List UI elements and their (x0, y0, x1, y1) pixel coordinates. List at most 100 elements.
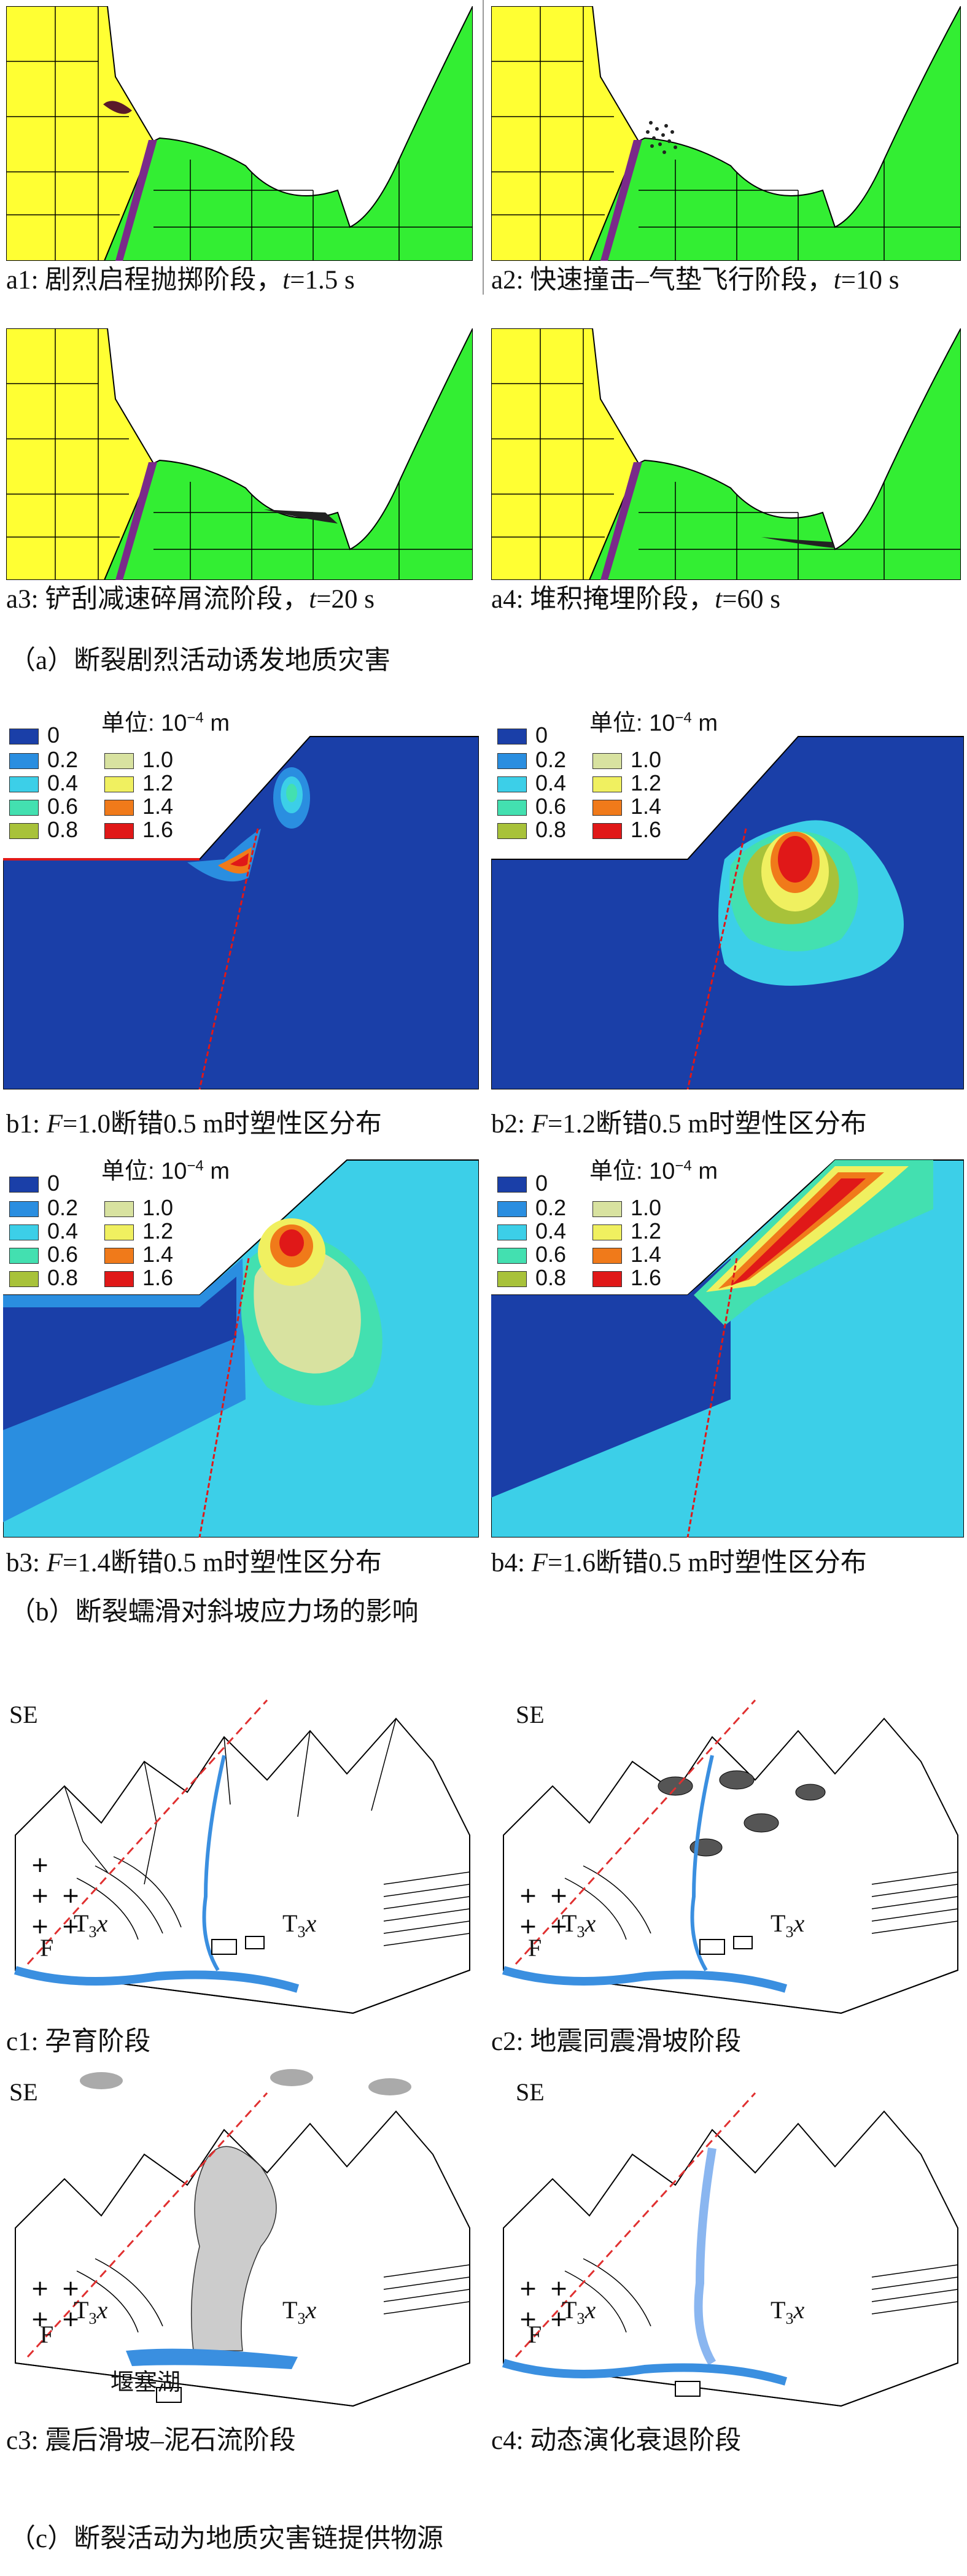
caption-a3-t: t (309, 585, 317, 614)
legend-swatch (9, 776, 39, 793)
legend-item: 0.4 (497, 1220, 566, 1242)
caption-b2-pre: b2: (491, 1110, 532, 1139)
strata-label-c3: T3x (74, 2296, 107, 2328)
legend-swatch (104, 776, 134, 793)
legend-swatch (592, 800, 622, 816)
caption-b1-F: F (46, 1110, 63, 1139)
panel-b2-contour (491, 706, 964, 1089)
caption-b4-F: F (531, 1549, 548, 1577)
legend-label: 1.0 (631, 747, 662, 772)
svg-text:+: + (519, 1883, 537, 1908)
strata-sub: 3 (88, 1923, 97, 1941)
legend-label: 1.0 (142, 1195, 174, 1220)
strata-label-c3b: T3x (282, 2296, 316, 2328)
legend-swatch (104, 1248, 134, 1264)
legend-swatch (497, 1177, 527, 1193)
caption-b2-F: F (531, 1110, 548, 1139)
legend-label: 1.2 (142, 770, 174, 795)
legend-item: 0.6 (497, 1244, 566, 1266)
legend-item: 0.4 (9, 1220, 78, 1242)
legend-swatch (9, 1201, 39, 1218)
legend-b4: 单位: 10−4 m 0 0.2 0.4 0.6 0.8 1.0 1.2 1.4… (497, 1159, 718, 1300)
caption-c4: c4: 动态演化衰退阶段 (491, 2426, 742, 2455)
legend-label: 1.0 (631, 1195, 662, 1220)
legend-label: 0.4 (47, 1218, 79, 1244)
legend-swatch (104, 823, 134, 840)
strata-t: T (562, 1909, 577, 1937)
legend-item: 1.4 (104, 795, 173, 818)
legend-unit: 单位: 10−4 m (589, 711, 718, 735)
strata-t: T (562, 2296, 577, 2324)
caption-b3: b3: F=1.4断错0.5 m时塑性区分布 (6, 1550, 382, 1576)
fault-label-c2: F (528, 1934, 542, 1962)
panel-c3-block-diagram: + + + + (3, 2062, 482, 2418)
caption-b3-F: F (46, 1549, 63, 1577)
legend-item: 0 (9, 724, 60, 746)
legend-item: 1.0 (592, 749, 661, 771)
legend-item: 0.6 (9, 1244, 78, 1266)
unit-label: 单位: 10 (589, 710, 675, 737)
svg-text:+: + (31, 2307, 49, 2332)
caption-b1-pre: b1: (6, 1110, 47, 1139)
strata-t: T (771, 2296, 786, 2324)
direction-label-c4: SE (516, 2078, 545, 2106)
legend-item: 0.4 (497, 772, 566, 794)
legend-swatch (9, 1224, 39, 1241)
strata-x: x (793, 1909, 805, 1937)
legend-label: 0.2 (47, 1195, 79, 1220)
legend-label: 1.2 (142, 1218, 174, 1244)
legend-swatch (104, 800, 134, 816)
svg-text:+: + (550, 2276, 568, 2301)
legend-item: 0.8 (9, 1267, 78, 1289)
strata-t: T (771, 1909, 786, 1937)
legend-item: 0.8 (497, 1267, 566, 1289)
legend-item: 0 (497, 724, 548, 746)
unit-exp: −4 (675, 710, 692, 726)
panel-b3-contour (3, 1154, 479, 1537)
strata-sub: 3 (88, 2310, 97, 2327)
legend-label: 1.6 (631, 817, 662, 842)
unit-label: 单位: 10 (589, 1158, 675, 1185)
legend-swatch (497, 753, 527, 770)
unit-suffix: m (691, 710, 718, 737)
direction-label-c3: SE (9, 2078, 38, 2106)
caption-a3: a3: 铲刮减速碎屑流阶段，t=20 s (6, 586, 375, 613)
legend-label: 0 (535, 1170, 548, 1196)
fault-label-c1: F (40, 1934, 54, 1962)
legend-label: 0 (47, 1170, 60, 1196)
caption-c1: c1: 孕育阶段 (6, 2027, 151, 2056)
legend-item: 1.4 (104, 1244, 173, 1266)
legend-item: 1.4 (592, 795, 661, 818)
legend-item: 1.6 (104, 819, 173, 841)
caption-a3-pre: a3: 铲刮减速碎屑流阶段， (6, 585, 309, 614)
caption-b4: b4: F=1.6断错0.5 m时塑性区分布 (491, 1550, 867, 1576)
svg-text:+: + (31, 1852, 49, 1878)
panel-b1-contour (3, 706, 479, 1089)
panel-a3-slope (6, 328, 473, 580)
svg-text:+: + (519, 2307, 537, 2332)
legend-unit: 单位: 10−4 m (589, 1159, 718, 1183)
caption-a1-post: =1.5 s (290, 266, 355, 295)
caption-c2: c2: 地震同震滑坡阶段 (491, 2027, 742, 2056)
legend-item: 1.2 (592, 772, 661, 794)
legend-label: 1.0 (142, 747, 174, 772)
caption-a2-post: =10 s (841, 266, 899, 295)
legend-item: 0.4 (9, 772, 78, 794)
svg-text:+: + (31, 1914, 49, 1939)
panel-a2-slope (491, 6, 961, 261)
panel-c4-block-diagram: + + + + (491, 2062, 964, 2418)
legend-b1: 单位: 10−4 m 0 0.2 0.4 0.6 0.8 1.0 1.2 1.4… (9, 711, 230, 852)
legend-swatch (592, 1248, 622, 1264)
strata-x: x (305, 2296, 317, 2324)
caption-b1: b1: F=1.0断错0.5 m时塑性区分布 (6, 1111, 382, 1137)
unit-suffix: m (203, 1158, 230, 1185)
strata-label-c1b: T3x (282, 1909, 316, 1941)
legend-label: 0.4 (535, 1218, 567, 1244)
legend-item: 0.6 (9, 795, 78, 818)
legend-label: 1.4 (631, 1242, 662, 1267)
fault-label-c4: F (528, 2321, 542, 2348)
panel-c1-block-diagram: + + + + + (3, 1682, 482, 2022)
legend-item: 1.6 (104, 1267, 173, 1289)
legend-swatch (592, 823, 622, 840)
legend-swatch (9, 1271, 39, 1288)
